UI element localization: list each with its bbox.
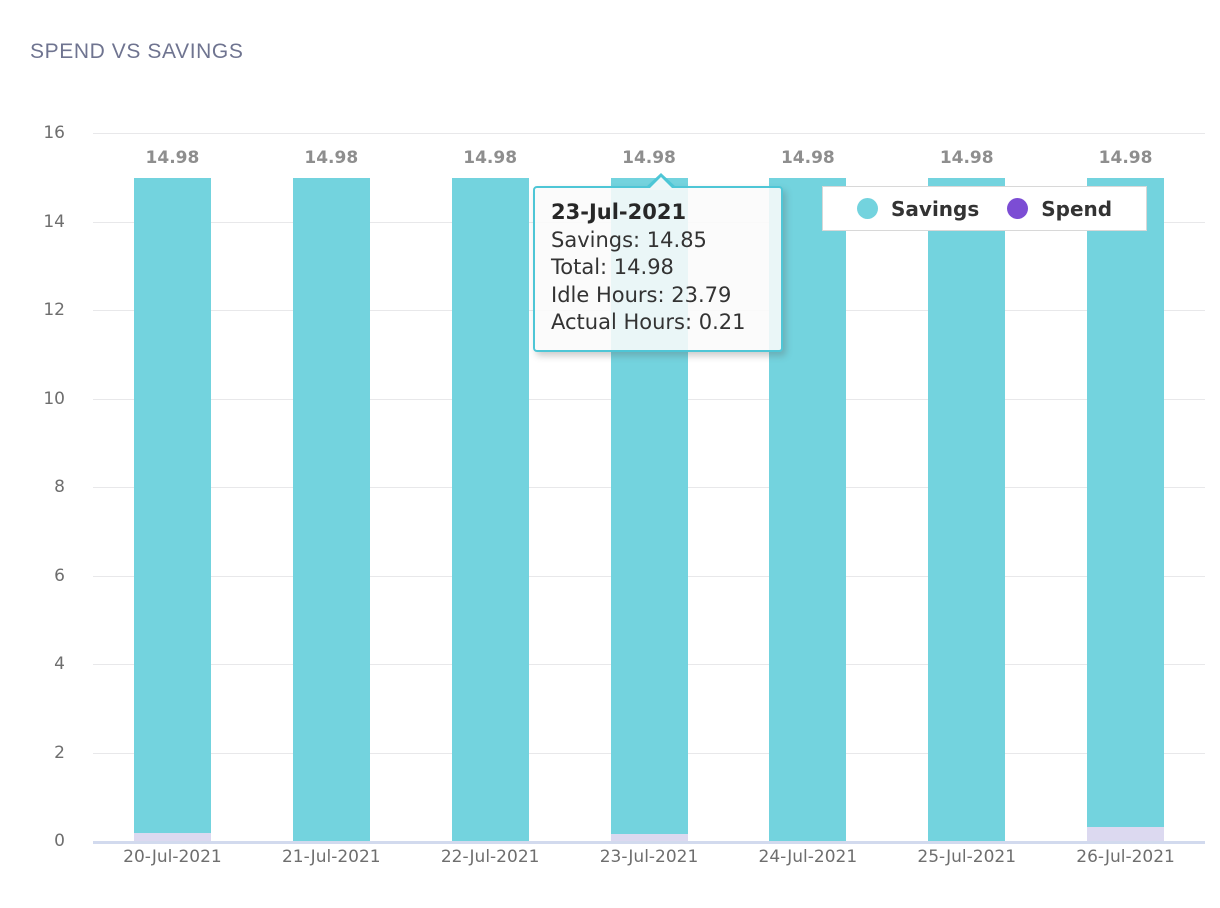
chart-legend[interactable]: Savings Spend [822,186,1148,231]
bar-group[interactable] [1087,133,1165,841]
y-axis-tick-6: 6 [54,565,65,586]
x-axis-tick-24-Jul-2021: 24-Jul-2021 [758,847,858,867]
bar-segment-savings[interactable] [292,178,370,841]
legend-label-spend: Spend [1041,196,1113,221]
legend-item-spend[interactable]: Spend [1007,197,1112,221]
bar-group[interactable] [928,133,1006,841]
bar-value-label: 14.98 [304,148,359,169]
y-axis-tick-12: 12 [43,300,65,320]
y-axis-tick-14: 14 [43,211,65,232]
y-axis-tick-8: 8 [54,477,65,497]
y-axis-tick-10: 10 [43,388,65,409]
legend-label-savings: Savings [891,196,980,221]
bar-segment-spend[interactable] [133,833,211,841]
y-axis-tick-0: 0 [54,831,65,851]
tooltip-arrow-inner-icon [648,177,674,190]
tooltip-row-savings: Savings: 14.85 [551,228,707,252]
x-axis-tick-21-Jul-2021: 21-Jul-2021 [281,847,381,867]
x-axis-tick-25-Jul-2021: 25-Jul-2021 [917,847,1017,867]
bar-value-label: 14.98 [145,148,200,169]
chart-plot-area: 0 2 4 6 8 10 12 14 16 20-Jul-2021 21-Jul-2021 22-J… [43,123,1205,867]
tooltip-row-actual-hours: Actual Hours: 0.21 [551,309,746,334]
savings-color-dot [857,198,878,219]
tooltip-row-total: Total: 14.98 [551,255,674,280]
gridline-16 [93,133,1205,134]
x-axis-tick-26-Jul-2021: 26-Jul-2021 [1076,847,1175,867]
y-axis-tick-16: 16 [43,123,65,143]
chart-tooltip: 23-Jul-2021 Savings: 14.85 Total: 14.98 … [533,173,783,353]
bar-segment-savings[interactable] [928,178,1006,841]
legend-item-savings[interactable]: Savings [857,197,979,221]
tooltip-title: 23-Jul-2021 [551,200,687,224]
bar-value-label: 14.98 [1098,148,1153,169]
bar-value-label: 14.98 [939,148,994,169]
bar-value-label: 14.98 [463,148,518,169]
spend-color-dot [1007,198,1029,219]
bar-segment-spend[interactable] [610,834,688,841]
bar-value-label: 14.98 [780,148,835,169]
gridline-0 [93,841,1205,844]
y-axis-tick-4: 4 [54,654,65,674]
bar-segment-spend[interactable] [1087,826,1165,841]
page-title: SPEND VS SAVINGS [30,40,244,63]
y-axis-tick-2: 2 [54,742,65,763]
x-axis-tick-23-Jul-2021: 23-Jul-2021 [599,847,699,867]
bar-segment-savings[interactable] [133,178,211,834]
x-axis-tick-22-Jul-2021: 22-Jul-2021 [440,847,540,867]
bar-segment-savings[interactable] [1087,178,1165,827]
bar-group[interactable] [133,133,211,841]
x-axis-tick-20-Jul-2021: 20-Jul-2021 [123,847,222,867]
bar-group[interactable] [451,133,529,841]
bar-value-label: 14.98 [622,148,676,169]
tooltip-row-idle-hours: Idle Hours: 23.79 [551,282,732,307]
bar-group[interactable] [292,133,370,841]
bar-segment-savings[interactable] [451,178,529,841]
